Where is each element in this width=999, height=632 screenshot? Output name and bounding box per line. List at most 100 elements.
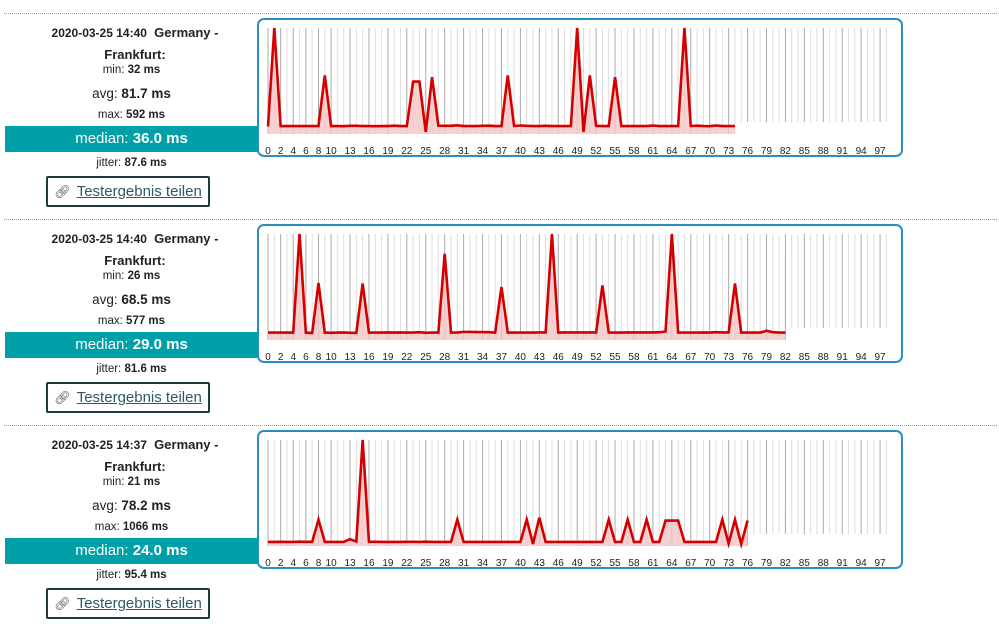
avg-stat: avg: 68.5 ms bbox=[5, 292, 258, 307]
avg-value: 81.7 ms bbox=[121, 86, 171, 101]
result-title: 2020-03-25 14:40 Germany - Frankfurt: bbox=[25, 22, 245, 65]
x-tick-label: 10 bbox=[326, 558, 338, 569]
jitter-value: 81.6 ms bbox=[124, 363, 166, 375]
x-tick-label: 40 bbox=[515, 146, 527, 157]
x-tick-label: 67 bbox=[685, 146, 697, 157]
x-tick-label: 37 bbox=[496, 146, 508, 157]
x-tick-label: 91 bbox=[837, 146, 849, 157]
timestamp: 2020-03-25 14:40 bbox=[52, 232, 147, 246]
jitter-stat: jitter: 87.6 ms bbox=[5, 157, 258, 169]
x-tick-label: 91 bbox=[837, 558, 849, 569]
x-tick-label: 52 bbox=[591, 352, 603, 363]
x-tick-label: 43 bbox=[534, 352, 546, 363]
x-tick-label: 10 bbox=[326, 352, 338, 363]
x-tick-label: 2 bbox=[278, 146, 284, 157]
x-tick-label: 85 bbox=[799, 558, 811, 569]
result-block: 2020-03-25 14:40 Germany - Frankfurt: mi… bbox=[0, 220, 999, 426]
x-tick-label: 13 bbox=[344, 146, 356, 157]
x-tick-label: 76 bbox=[742, 352, 754, 363]
timestamp: 2020-03-25 14:40 bbox=[52, 26, 147, 40]
x-tick-label: 61 bbox=[647, 352, 659, 363]
x-tick-label: 34 bbox=[477, 146, 489, 157]
x-tick-label: 40 bbox=[515, 352, 527, 363]
link-icon: 🔗︎ bbox=[54, 390, 71, 406]
x-tick-label: 97 bbox=[875, 352, 887, 363]
x-tick-label: 2 bbox=[278, 352, 284, 363]
x-tick-label: 76 bbox=[742, 558, 754, 569]
x-tick-label: 0 bbox=[265, 146, 271, 157]
x-tick-label: 25 bbox=[420, 352, 432, 363]
x-tick-label: 70 bbox=[704, 558, 716, 569]
min-value: 21 ms bbox=[128, 476, 161, 488]
x-tick-label: 31 bbox=[458, 146, 470, 157]
jitter-value: 87.6 ms bbox=[124, 157, 166, 169]
x-tick-label: 58 bbox=[628, 558, 640, 569]
jitter-value: 95.4 ms bbox=[124, 569, 166, 581]
x-tick-label: 34 bbox=[477, 558, 489, 569]
x-tick-label: 16 bbox=[363, 146, 375, 157]
share-result-button[interactable]: 🔗︎ Testergebnis teilen bbox=[46, 588, 210, 619]
x-tick-label: 55 bbox=[609, 558, 621, 569]
x-tick-label: 46 bbox=[553, 558, 565, 569]
median-stat: median: 29.0 ms bbox=[5, 332, 258, 358]
x-tick-label: 25 bbox=[420, 558, 432, 569]
x-tick-label: 76 bbox=[742, 146, 754, 157]
x-tick-label: 73 bbox=[723, 146, 735, 157]
x-tick-label: 28 bbox=[439, 146, 451, 157]
avg-stat: avg: 81.7 ms bbox=[5, 86, 258, 101]
x-tick-label: 8 bbox=[316, 352, 322, 363]
x-tick-label: 4 bbox=[290, 558, 296, 569]
x-tick-label: 64 bbox=[666, 352, 678, 363]
x-tick-label: 34 bbox=[477, 352, 489, 363]
x-tick-label: 58 bbox=[628, 146, 640, 157]
x-tick-label: 94 bbox=[856, 146, 868, 157]
x-tick-label: 55 bbox=[609, 146, 621, 157]
x-tick-label: 85 bbox=[799, 146, 811, 157]
x-tick-label: 91 bbox=[837, 352, 849, 363]
share-result-button[interactable]: 🔗︎ Testergebnis teilen bbox=[46, 176, 210, 207]
max-stat: max: 577 ms bbox=[5, 315, 258, 327]
x-tick-label: 52 bbox=[591, 558, 603, 569]
x-tick-label: 10 bbox=[326, 146, 338, 157]
link-icon: 🔗︎ bbox=[54, 184, 71, 200]
result-title: 2020-03-25 14:40 Germany - Frankfurt: bbox=[25, 228, 245, 271]
avg-value: 68.5 ms bbox=[121, 292, 171, 307]
median-stat: median: 24.0 ms bbox=[5, 538, 258, 564]
x-tick-label: 0 bbox=[265, 558, 271, 569]
x-tick-label: 19 bbox=[382, 146, 394, 157]
x-tick-label: 25 bbox=[420, 146, 432, 157]
result-title: 2020-03-25 14:37 Germany - Frankfurt: bbox=[25, 434, 245, 477]
x-tick-label: 31 bbox=[458, 352, 470, 363]
x-tick-label: 49 bbox=[572, 352, 584, 363]
x-tick-label: 28 bbox=[439, 352, 451, 363]
x-tick-label: 46 bbox=[553, 146, 565, 157]
median-stat: median: 36.0 ms bbox=[5, 126, 258, 152]
x-tick-label: 8 bbox=[316, 146, 322, 157]
x-tick-label: 67 bbox=[685, 352, 697, 363]
x-tick-label: 13 bbox=[344, 352, 356, 363]
x-tick-label: 52 bbox=[591, 146, 603, 157]
x-tick-label: 31 bbox=[458, 558, 470, 569]
x-tick-label: 58 bbox=[628, 352, 640, 363]
x-tick-label: 97 bbox=[875, 558, 887, 569]
x-tick-label: 82 bbox=[780, 558, 792, 569]
x-tick-label: 16 bbox=[363, 558, 375, 569]
share-result-label: Testergebnis teilen bbox=[77, 183, 202, 200]
share-result-label: Testergebnis teilen bbox=[77, 389, 202, 406]
x-tick-label: 37 bbox=[496, 558, 508, 569]
x-tick-label: 0 bbox=[265, 352, 271, 363]
min-stat: min: 21 ms bbox=[5, 476, 258, 488]
x-tick-label: 64 bbox=[666, 558, 678, 569]
share-result-button[interactable]: 🔗︎ Testergebnis teilen bbox=[46, 382, 210, 413]
x-tick-label: 49 bbox=[572, 146, 584, 157]
median-value: 29.0 ms bbox=[133, 336, 188, 353]
x-tick-label: 46 bbox=[553, 352, 565, 363]
max-value: 577 ms bbox=[126, 315, 165, 327]
x-tick-label: 70 bbox=[704, 352, 716, 363]
x-tick-label: 55 bbox=[609, 352, 621, 363]
timestamp: 2020-03-25 14:37 bbox=[52, 438, 147, 452]
x-tick-label: 28 bbox=[439, 558, 451, 569]
x-tick-label: 82 bbox=[780, 352, 792, 363]
